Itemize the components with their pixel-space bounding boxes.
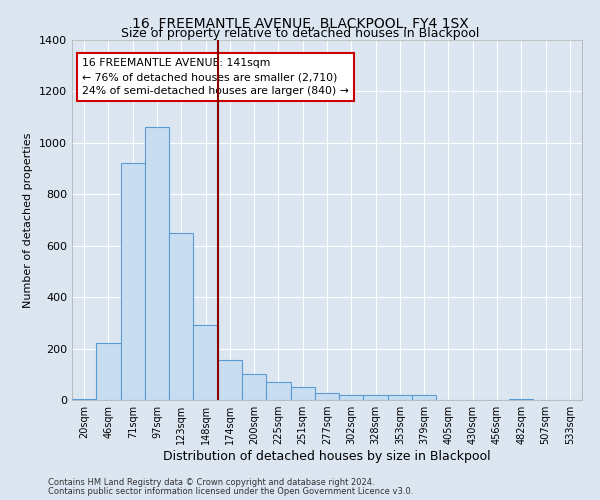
Bar [290,387,315,400]
Text: 16, FREEMANTLE AVENUE, BLACKPOOL, FY4 1SX: 16, FREEMANTLE AVENUE, BLACKPOOL, FY4 1S… [131,18,469,32]
Bar [364,396,388,400]
Text: Contains HM Land Registry data © Crown copyright and database right 2024.: Contains HM Land Registry data © Crown c… [48,478,374,487]
Bar [339,396,364,400]
Bar [169,233,193,400]
Bar [266,382,290,400]
Text: Contains public sector information licensed under the Open Government Licence v3: Contains public sector information licen… [48,486,413,496]
Bar [218,360,242,400]
Bar [72,398,96,400]
Text: Size of property relative to detached houses in Blackpool: Size of property relative to detached ho… [121,28,479,40]
Bar [412,396,436,400]
Bar [388,396,412,400]
X-axis label: Distribution of detached houses by size in Blackpool: Distribution of detached houses by size … [163,450,491,463]
Bar [242,374,266,400]
Y-axis label: Number of detached properties: Number of detached properties [23,132,34,308]
Bar [96,344,121,400]
Bar [193,326,218,400]
Bar [509,398,533,400]
Bar [315,393,339,400]
Bar [121,164,145,400]
Text: 16 FREEMANTLE AVENUE: 141sqm
← 76% of detached houses are smaller (2,710)
24% of: 16 FREEMANTLE AVENUE: 141sqm ← 76% of de… [82,58,349,96]
Bar [145,128,169,400]
